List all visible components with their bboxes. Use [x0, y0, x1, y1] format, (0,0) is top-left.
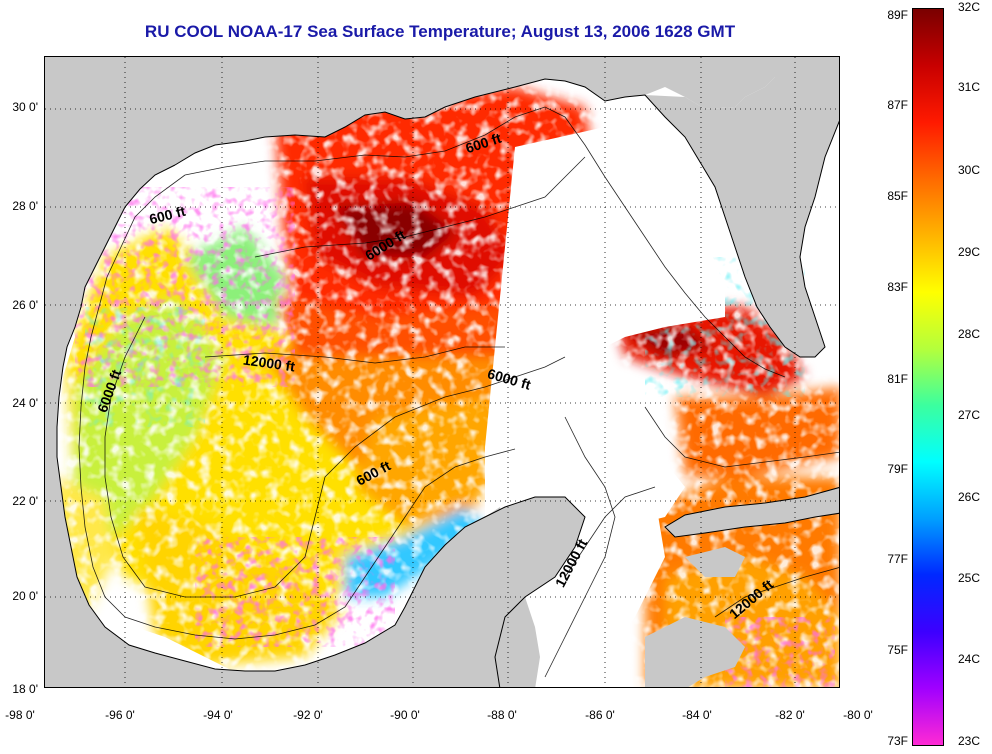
lon-label-84: -84 0' — [682, 708, 712, 722]
colorbar-c-31: 31C — [958, 80, 981, 94]
bathymetry-contours — [78, 106, 839, 678]
coastline — [56, 78, 839, 687]
colorbar-f-83: 83F — [887, 280, 908, 294]
colorbar-c-29: 29C — [958, 245, 981, 259]
sst-map-canvas — [45, 57, 839, 687]
colorbar-c-24: 24C — [958, 652, 981, 666]
lat-label-20: 20 0' — [12, 589, 38, 603]
colorbar-f-85: 85F — [887, 189, 908, 203]
lon-label-82: -82 0' — [775, 708, 805, 722]
lat-label-28: 28 0' — [12, 199, 38, 213]
map-title: RU COOL NOAA-17 Sea Surface Temperature;… — [144, 22, 736, 41]
colorbar-f-79: 79F — [887, 462, 908, 476]
lon-label-80: -80 0' — [843, 708, 873, 722]
colorbar-c-27: 27C — [958, 408, 981, 422]
colorbar-f-89: 89F — [887, 8, 908, 22]
colorbar-f-75: 75F — [887, 643, 908, 657]
lon-label-90: -90 0' — [390, 708, 420, 722]
land — [45, 57, 839, 687]
temperature-colorbar — [912, 8, 944, 746]
lon-label-96: -96 0' — [105, 708, 135, 722]
lon-label-88: -88 0' — [487, 708, 517, 722]
lat-label-26: 26 0' — [12, 298, 38, 312]
lat-label-22: 22 0' — [12, 494, 38, 508]
colorbar-c-30: 30C — [958, 163, 981, 177]
colorbar-c-25: 25C — [958, 571, 981, 585]
colorbar-c-28: 28C — [958, 327, 981, 341]
graticule — [45, 57, 839, 687]
lon-label-94: -94 0' — [203, 708, 233, 722]
colorbar-f-77: 77F — [887, 552, 908, 566]
lat-label-18: 18 0' — [12, 682, 38, 696]
lon-label-86: -86 0' — [585, 708, 615, 722]
lat-label-24: 24 0' — [12, 396, 38, 410]
colorbar-c-32: 32C — [958, 0, 981, 14]
lon-label-98: -98 0' — [5, 708, 35, 722]
colorbar-f-87: 87F — [887, 98, 908, 112]
colorbar-c-23: 23C — [958, 734, 981, 748]
colorbar-f-73: 73F — [887, 734, 908, 748]
lon-label-92: -92 0' — [293, 708, 323, 722]
lat-label-30: 30 0' — [12, 100, 38, 114]
sst-map: 600 ft 6000 ft 600 ft 12000 ft 6000 ft 6… — [44, 56, 840, 688]
colorbar-c-26: 26C — [958, 490, 981, 504]
colorbar-f-81: 81F — [887, 372, 908, 386]
